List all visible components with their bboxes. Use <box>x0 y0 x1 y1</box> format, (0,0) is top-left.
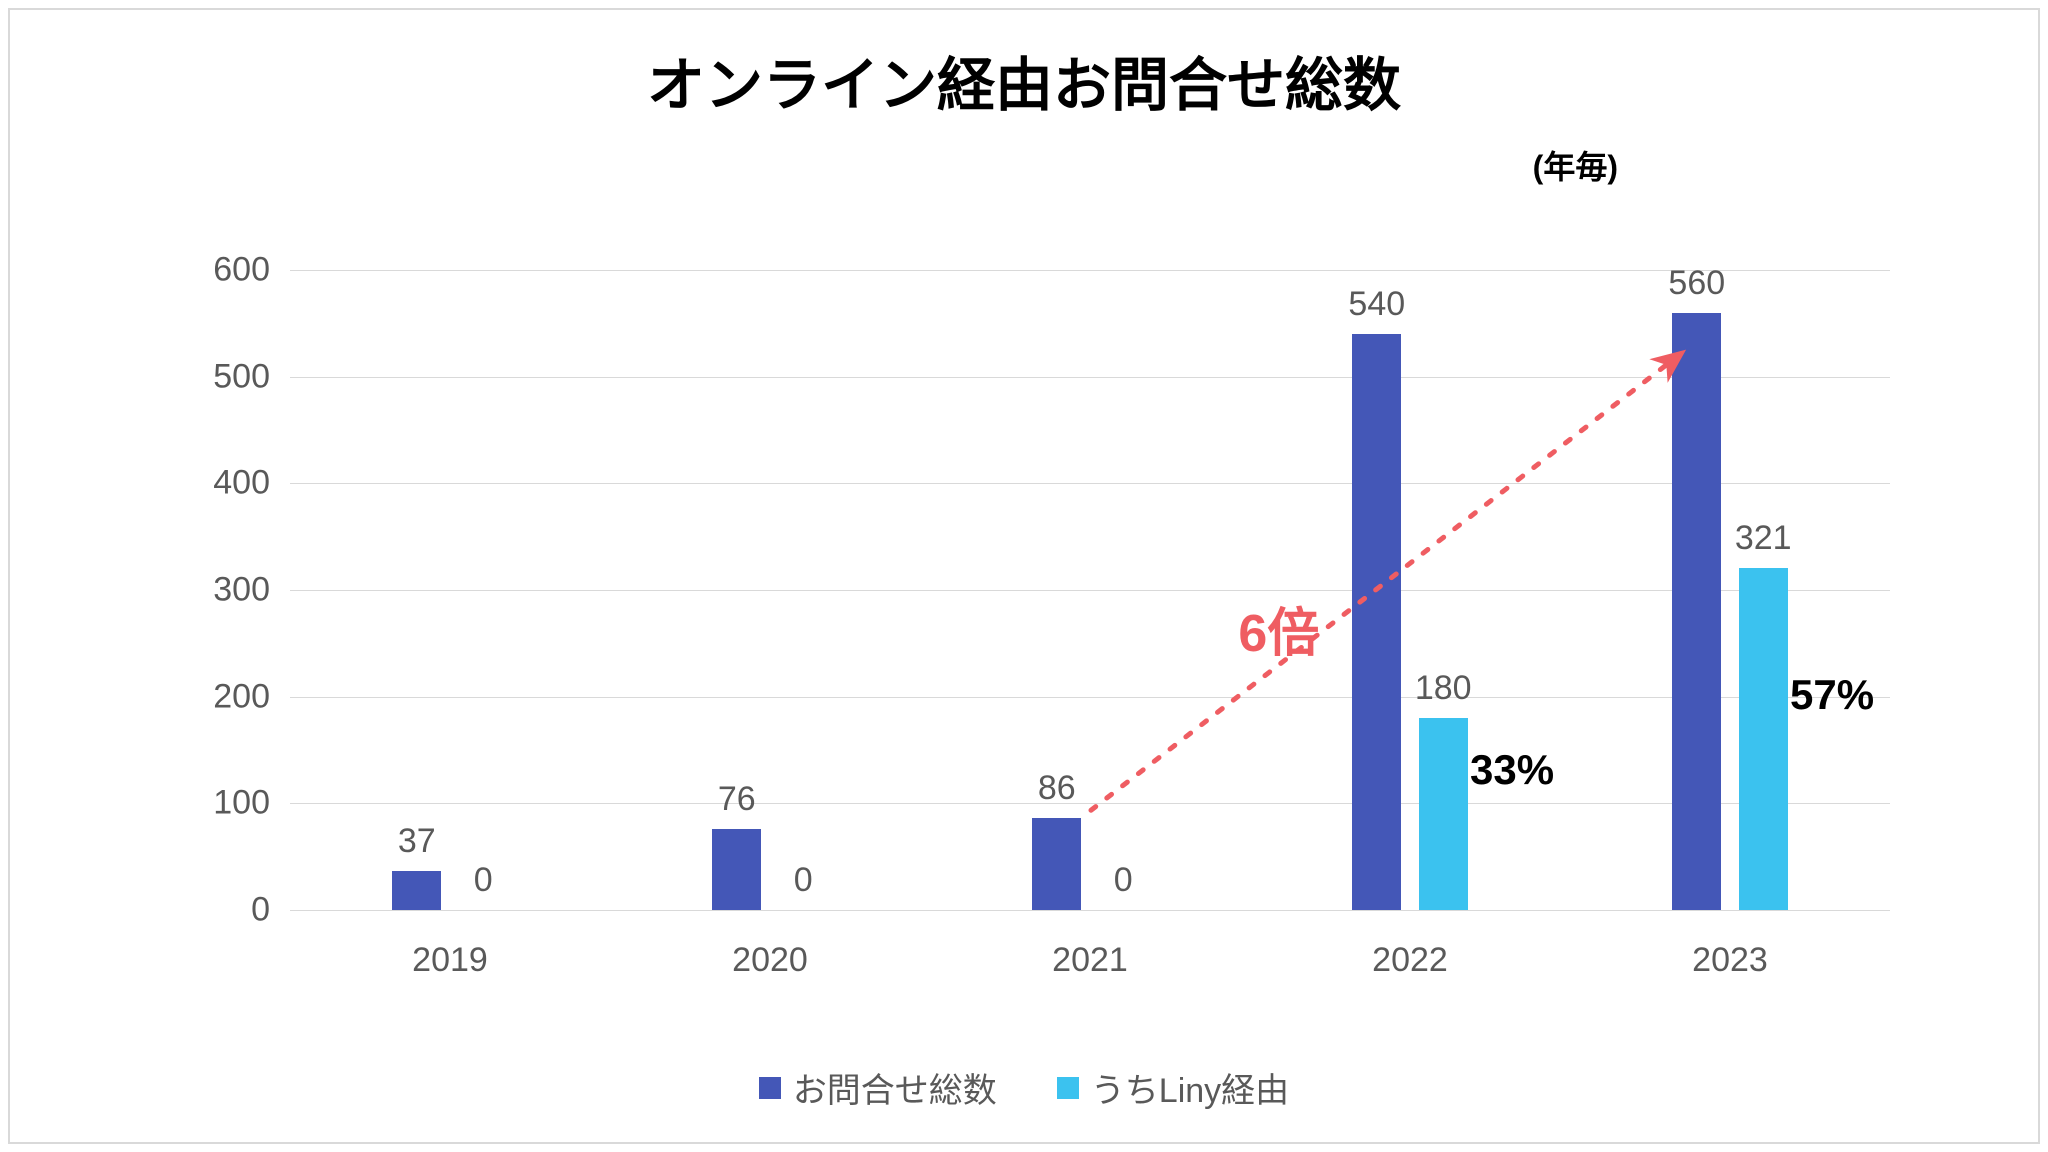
x-tick-label: 2020 <box>732 941 808 980</box>
legend-label: うちLiny経由 <box>1091 1063 1289 1112</box>
legend: お問合せ総数 うちLiny経由 <box>10 1063 2038 1112</box>
data-label: 540 <box>1348 285 1405 324</box>
chart-canvas: オンライン経由お問合せ総数 (年毎) 0 100 200 300 400 500 600 37… <box>8 8 2040 1144</box>
gridline <box>290 590 1890 591</box>
y-tick-label: 600 <box>170 251 270 290</box>
data-label: 0 <box>474 861 493 900</box>
bar-total <box>1032 818 1081 910</box>
x-tick-label: 2021 <box>1052 941 1128 980</box>
gridline <box>290 803 1890 804</box>
percent-callout: 57% <box>1790 671 1874 719</box>
data-label: 76 <box>718 780 756 819</box>
growth-label: 6倍 <box>1238 591 1319 666</box>
legend-swatch <box>1057 1077 1079 1099</box>
bar-liny <box>1419 718 1468 910</box>
data-label: 321 <box>1735 519 1792 558</box>
percent-callout: 33% <box>1470 746 1554 794</box>
data-label: 0 <box>1114 861 1133 900</box>
x-tick-label: 2023 <box>1692 941 1768 980</box>
gridline <box>290 270 1890 271</box>
legend-label: お問合せ総数 <box>793 1063 997 1112</box>
y-tick-label: 300 <box>170 571 270 610</box>
bar-liny <box>1739 568 1788 910</box>
gridline <box>290 377 1890 378</box>
legend-item: お問合せ総数 <box>759 1063 997 1112</box>
y-tick-label: 500 <box>170 357 270 396</box>
y-tick-label: 100 <box>170 784 270 823</box>
x-tick-label: 2019 <box>412 941 488 980</box>
y-tick-label: 200 <box>170 677 270 716</box>
legend-swatch <box>759 1077 781 1099</box>
bar-total <box>1352 334 1401 910</box>
gridline <box>290 697 1890 698</box>
chart-title: オンライン経由お問合せ総数 <box>10 38 2038 122</box>
y-tick-label: 400 <box>170 464 270 503</box>
gridline <box>290 910 1890 911</box>
data-label: 560 <box>1668 264 1725 303</box>
x-tick-label: 2022 <box>1372 941 1448 980</box>
gridline <box>290 483 1890 484</box>
legend-item: うちLiny経由 <box>1057 1063 1289 1112</box>
plot-area: 0100200300400500600370201976020208602021… <box>290 270 1890 910</box>
data-label: 0 <box>794 861 813 900</box>
y-tick-label: 0 <box>170 891 270 930</box>
bar-total <box>1672 313 1721 910</box>
data-label: 86 <box>1038 769 1076 808</box>
bar-total <box>712 829 761 910</box>
chart-subtitle: (年毎) <box>1533 142 1618 188</box>
bar-total <box>392 871 441 910</box>
data-label: 37 <box>398 822 436 861</box>
data-label: 180 <box>1415 669 1472 708</box>
